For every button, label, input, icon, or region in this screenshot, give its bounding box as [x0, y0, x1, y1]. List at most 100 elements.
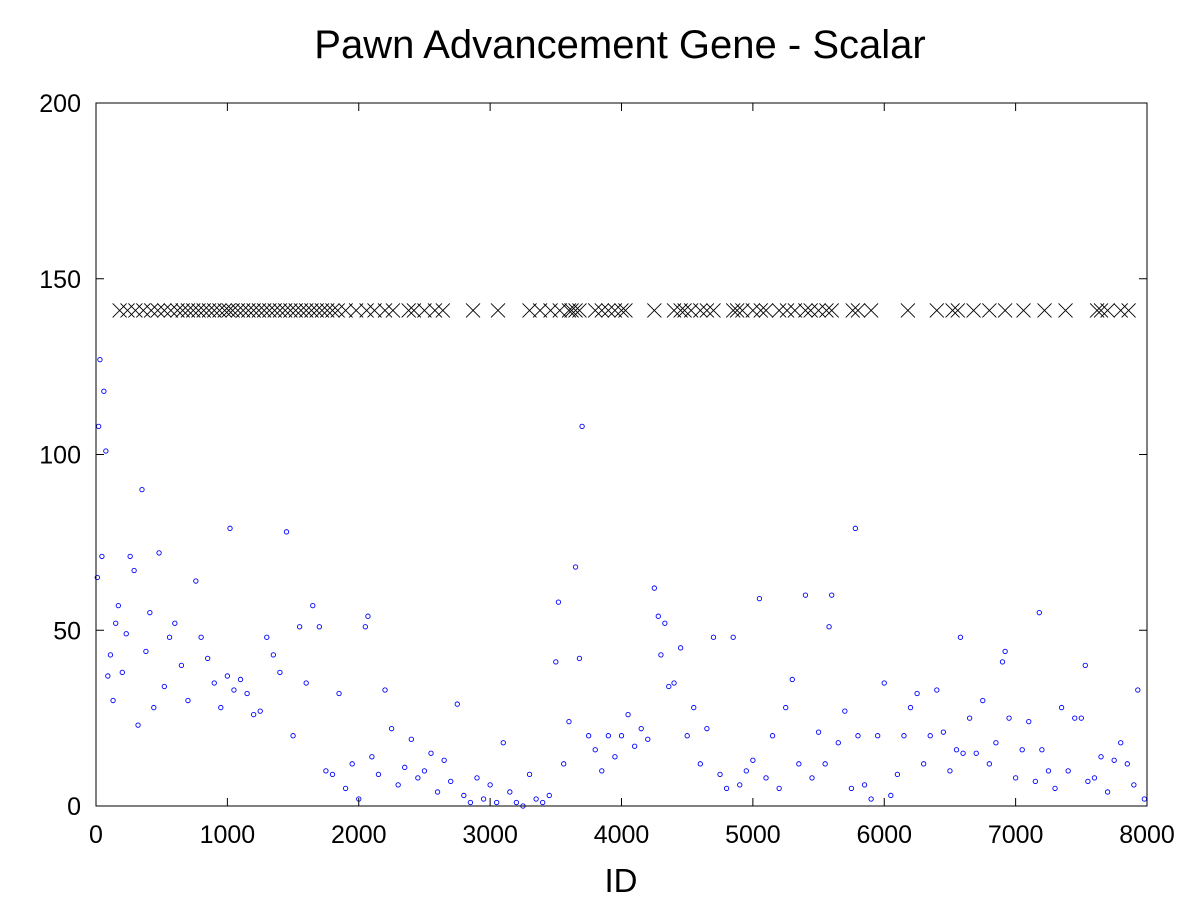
- blue-point: [107, 652, 114, 658]
- blue-point: [94, 574, 100, 581]
- blue-point: [1085, 778, 1091, 785]
- blue-point: [921, 761, 927, 767]
- blue-point: [1098, 754, 1104, 760]
- blue-point: [618, 733, 625, 739]
- x-marker: [338, 303, 353, 318]
- x-marker: [246, 303, 261, 318]
- blue-point: [1058, 704, 1065, 711]
- blue-point: [303, 680, 309, 686]
- x-marker: [803, 303, 818, 318]
- x-marker: [771, 303, 787, 318]
- x-marker: [251, 303, 267, 318]
- blue-point: [796, 761, 802, 767]
- blue-point: [809, 775, 815, 781]
- blue-point: [1111, 757, 1117, 763]
- blue-point: [861, 782, 868, 788]
- blue-point: [113, 620, 119, 626]
- blue-point: [494, 799, 500, 806]
- x-marker: [298, 303, 314, 318]
- x-marker: [143, 303, 159, 318]
- blue-point: [888, 792, 894, 799]
- blue-point: [349, 761, 355, 767]
- x-marker: [745, 303, 761, 318]
- blue-point: [211, 680, 217, 686]
- blue-point: [855, 733, 861, 739]
- y-tick-labels: 0 50 100 150 200: [39, 90, 81, 821]
- x-marker: [945, 303, 960, 318]
- blue-point: [290, 733, 296, 739]
- x-marker: [401, 303, 416, 318]
- blue-point: [139, 486, 145, 493]
- x-marker: [170, 303, 185, 318]
- x-marker: [1113, 303, 1129, 318]
- x-marker: [522, 303, 537, 318]
- blue-point: [848, 785, 855, 792]
- blue-point: [151, 704, 157, 711]
- blue-point: [264, 634, 270, 640]
- x-marker: [150, 303, 166, 318]
- blue-point: [1141, 796, 1148, 802]
- x-marker: [819, 303, 834, 318]
- x-marker: [532, 303, 548, 318]
- blue-point: [277, 669, 283, 676]
- x-marker: [277, 303, 293, 318]
- x-marker: [900, 303, 916, 318]
- blue-point: [310, 602, 316, 609]
- y-tick-label: 50: [53, 617, 81, 645]
- blue-point: [415, 775, 421, 781]
- blue-point: [1072, 715, 1078, 721]
- blue-point: [382, 687, 388, 693]
- blue-point: [1135, 687, 1141, 693]
- blue-point: [999, 659, 1006, 665]
- blue-point: [127, 553, 133, 560]
- x-marker: [845, 303, 861, 318]
- blue-point: [336, 690, 342, 697]
- blue-point: [1131, 782, 1137, 788]
- blue-point: [1118, 740, 1124, 746]
- blue-point: [986, 761, 992, 767]
- blue-point: [156, 550, 162, 556]
- blue-point: [1045, 768, 1052, 774]
- x-marker: [966, 303, 981, 318]
- blue-point: [480, 796, 487, 802]
- blue-point: [375, 771, 382, 778]
- x-tick-label: 6000: [856, 821, 912, 849]
- x-marker: [601, 303, 616, 318]
- blue-point: [147, 610, 153, 616]
- blue-point: [434, 789, 441, 795]
- blue-point: [172, 620, 178, 626]
- x-marker: [417, 303, 432, 318]
- blue-point: [822, 761, 828, 767]
- blue-point: [691, 704, 697, 711]
- x-marker: [594, 303, 610, 318]
- y-tick-label: 150: [39, 266, 81, 294]
- blue-point: [750, 757, 756, 763]
- blue-point: [940, 729, 947, 735]
- x-marker: [191, 303, 206, 318]
- x-marker: [568, 303, 583, 318]
- blue-point: [802, 592, 809, 598]
- blue-point: [487, 782, 493, 788]
- blue-point: [115, 602, 121, 609]
- x-marker: [699, 303, 715, 318]
- x-marker: [262, 303, 277, 318]
- blue-point: [763, 775, 769, 781]
- x-marker: [811, 303, 826, 318]
- blue-point: [743, 768, 749, 774]
- x-axis-label: ID: [605, 862, 638, 899]
- blue-point: [662, 620, 668, 626]
- y-tick-label: 100: [39, 442, 81, 470]
- x-marker: [824, 303, 840, 318]
- x-marker: [304, 303, 319, 318]
- blue-point: [605, 733, 612, 739]
- blue-point: [881, 680, 887, 686]
- x-marker: [490, 303, 506, 318]
- x-marker: [572, 303, 587, 318]
- x-marker: [156, 303, 172, 318]
- blue-point: [776, 785, 782, 792]
- blue-point: [388, 726, 395, 732]
- x-marker: [677, 303, 692, 318]
- blue-point: [599, 768, 605, 774]
- blue-point: [730, 634, 736, 640]
- x-marker: [377, 303, 393, 318]
